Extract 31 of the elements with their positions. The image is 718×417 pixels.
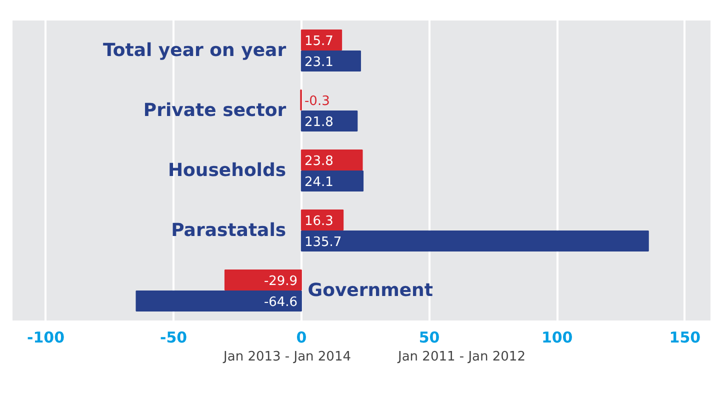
y-tick-label: Parastatals (171, 220, 286, 241)
x-tick-label: -100 (26, 328, 65, 346)
x-tick-label: 150 (669, 328, 701, 346)
data-label: 21.8 (304, 115, 334, 130)
data-label: 23.8 (304, 154, 334, 169)
x-tick-label: 100 (541, 328, 573, 346)
bar (224, 270, 302, 290)
data-label: -0.3 (304, 94, 330, 109)
x-tick-label: -50 (160, 328, 188, 346)
bar (300, 110, 358, 132)
bar (300, 50, 361, 72)
data-label: 135.7 (304, 235, 342, 250)
bar (300, 230, 649, 252)
text: Jan 2011 - Jan 2012 (398, 350, 526, 364)
data-label: 15.7 (304, 34, 334, 49)
data-label: -29.9 (264, 274, 298, 289)
bar (300, 150, 363, 170)
x-tick-label: 0 (296, 328, 307, 346)
y-tick-label: Government (308, 280, 434, 301)
data-label: 23.1 (304, 55, 334, 70)
y-tick-label: Total year on year (102, 40, 286, 61)
data-label: -64.6 (264, 295, 298, 310)
x-tick-label: 50 (418, 328, 440, 346)
bar (136, 290, 302, 312)
bar (300, 30, 342, 50)
bar (300, 170, 364, 192)
y-tick-label: Private sector (143, 100, 286, 121)
data-label: 24.1 (304, 175, 334, 190)
y-tick-label: Households (168, 160, 286, 181)
data-label: 16.3 (304, 214, 334, 229)
text: Jan 2013 - Jan 2014 (224, 350, 351, 364)
